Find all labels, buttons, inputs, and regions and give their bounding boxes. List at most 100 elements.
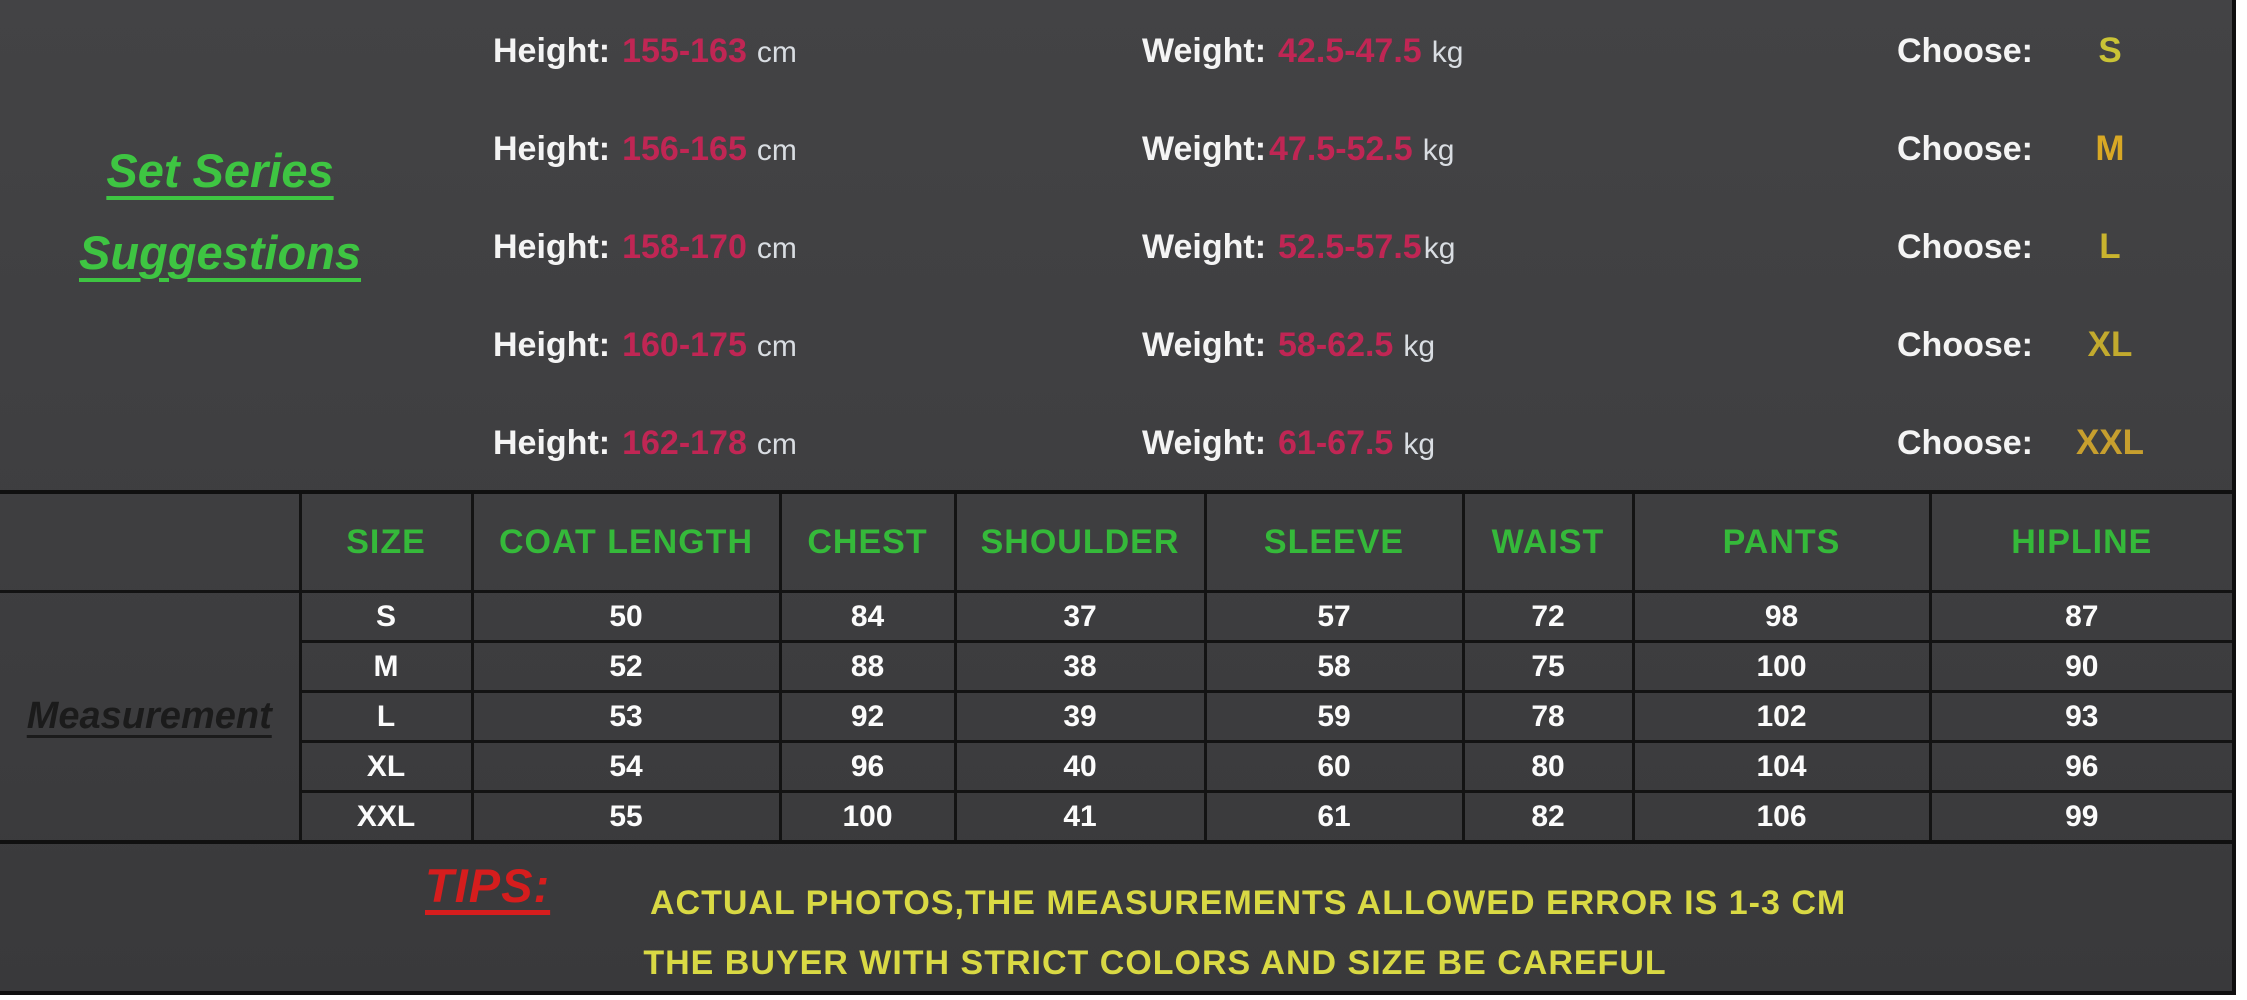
cell-coat-length: 55	[470, 790, 782, 844]
weight-label: Weight:	[1142, 130, 1267, 168]
choose-size-value: M	[2095, 129, 2125, 168]
weight-value: 61-67.5	[1278, 424, 1394, 462]
cell-chest: 92	[778, 690, 957, 743]
height-label: Height:	[493, 228, 611, 266]
weight-range: Weight: 52.5-57.5kg	[1142, 220, 1455, 276]
cell-chest: 88	[778, 640, 957, 693]
header-chest: CHEST	[778, 490, 957, 593]
header-coat-length: COAT LENGTH	[470, 490, 782, 593]
height-range: Height: 156-165 cm	[493, 122, 797, 178]
cell-sleeve: 58	[1203, 640, 1465, 693]
table-row-xl: XL 54 96 40 60 80 104 96	[0, 740, 2232, 793]
weight-label: Weight:	[1142, 326, 1267, 364]
measurement-label: Measurement	[0, 590, 302, 844]
height-range: Height: 162-178 cm	[493, 416, 797, 472]
height-label: Height:	[493, 424, 611, 462]
weight-range: Weight: 61-67.5 kg	[1142, 416, 1435, 472]
height-label: Height:	[493, 130, 611, 168]
header-size: SIZE	[298, 490, 474, 593]
weight-unit: kg	[1431, 36, 1464, 69]
height-label: Height:	[493, 326, 611, 364]
cell-chest: 100	[778, 790, 957, 844]
weight-value: 47.5-52.5	[1269, 130, 1413, 168]
cell-sleeve: 57	[1203, 590, 1465, 643]
weight-label: Weight:	[1142, 32, 1267, 70]
cell-size: XXL	[298, 790, 474, 844]
height-value: 158-170	[622, 228, 747, 266]
weight-unit: kg	[1403, 330, 1436, 363]
height-value: 162-178	[622, 424, 747, 462]
cell-pants: 104	[1631, 740, 1932, 793]
cell-chest: 84	[778, 590, 957, 643]
cell-pants: 102	[1631, 690, 1932, 743]
height-unit: cm	[756, 232, 797, 265]
cell-size: S	[298, 590, 474, 643]
tips-label: TIPS:	[425, 859, 551, 912]
cell-shoulder: 41	[953, 790, 1207, 844]
height-range: Height: 160-175 cm	[493, 318, 797, 374]
suggestion-row-m: Height: 156-165 cm Weight:47.5-52.5 kg Choo…	[0, 122, 2232, 176]
header-pants: PANTS	[1631, 490, 1932, 593]
weight-range: Weight:47.5-52.5 kg	[1142, 122, 1454, 178]
cell-pants: 100	[1631, 640, 1932, 693]
height-range: Height: 158-170 cm	[493, 220, 797, 276]
cell-shoulder: 37	[953, 590, 1207, 643]
weight-unit: kg	[1403, 428, 1436, 461]
cell-waist: 80	[1461, 740, 1635, 793]
cell-chest: 96	[778, 740, 957, 793]
choose-size-value: XL	[2087, 325, 2133, 364]
height-unit: cm	[756, 428, 797, 461]
height-label: Height:	[493, 32, 611, 70]
suggestion-row-l: Height: 158-170 cm Weight: 52.5-57.5kg Choo…	[0, 220, 2232, 274]
cell-pants: 106	[1631, 790, 1932, 844]
height-value: 156-165	[622, 130, 747, 168]
table-row-l: L 53 92 39 59 78 102 93	[0, 690, 2232, 743]
weight-unit: kg	[1423, 232, 1456, 265]
header-empty-cell	[0, 490, 302, 593]
cell-hipline: 93	[1928, 690, 2232, 743]
set-series-title: Set Series Suggestions	[55, 130, 385, 294]
weight-unit: kg	[1422, 134, 1455, 167]
choose-size-value: S	[2098, 31, 2122, 70]
cell-waist: 78	[1461, 690, 1635, 743]
title-line-1: Set Series	[106, 144, 334, 197]
header-waist: WAIST	[1461, 490, 1635, 593]
weight-label: Weight:	[1142, 228, 1267, 266]
header-sleeve: SLEEVE	[1203, 490, 1465, 593]
choose-label: Choose:	[1897, 424, 2033, 462]
choose-size-value: L	[2099, 227, 2121, 266]
weight-value: 52.5-57.5	[1278, 228, 1422, 266]
height-unit: cm	[756, 134, 797, 167]
height-value: 155-163	[622, 32, 747, 70]
choose-label: Choose:	[1897, 130, 2033, 168]
weight-label: Weight:	[1142, 424, 1267, 462]
tips-line-2: THE BUYER WITH STRICT COLORS AND SIZE BE…	[643, 944, 1667, 982]
choose-label: Choose:	[1897, 228, 2033, 266]
weight-value: 58-62.5	[1278, 326, 1394, 364]
cell-shoulder: 40	[953, 740, 1207, 793]
cell-waist: 82	[1461, 790, 1635, 844]
cell-coat-length: 54	[470, 740, 782, 793]
cell-size: M	[298, 640, 474, 693]
cell-pants: 98	[1631, 590, 1932, 643]
choose-label: Choose:	[1897, 32, 2033, 70]
cell-sleeve: 60	[1203, 740, 1465, 793]
cell-sleeve: 59	[1203, 690, 1465, 743]
cell-coat-length: 50	[470, 590, 782, 643]
cell-coat-length: 53	[470, 690, 782, 743]
cell-coat-length: 52	[470, 640, 782, 693]
cell-shoulder: 39	[953, 690, 1207, 743]
choose-label: Choose:	[1897, 326, 2033, 364]
header-shoulder: SHOULDER	[953, 490, 1207, 593]
weight-range: Weight: 58-62.5 kg	[1142, 318, 1435, 374]
tips-line-1: ACTUAL PHOTOS,THE MEASUREMENTS ALLOWED E…	[650, 884, 1847, 922]
measurement-table: SIZE COAT LENGTH CHEST SHOULDER SLEEVE W…	[0, 490, 2232, 844]
cell-hipline: 90	[1928, 640, 2232, 693]
header-hipline: HIPLINE	[1928, 490, 2232, 593]
height-range: Height: 155-163 cm	[493, 24, 797, 80]
cell-hipline: 96	[1928, 740, 2232, 793]
suggestion-row-xxl: Height: 162-178 cm Weight: 61-67.5 kg Choose…	[0, 416, 2232, 470]
cell-size: XL	[298, 740, 474, 793]
suggestion-row-xl: Height: 160-175 cm Weight: 58-62.5 kg Choose…	[0, 318, 2232, 372]
